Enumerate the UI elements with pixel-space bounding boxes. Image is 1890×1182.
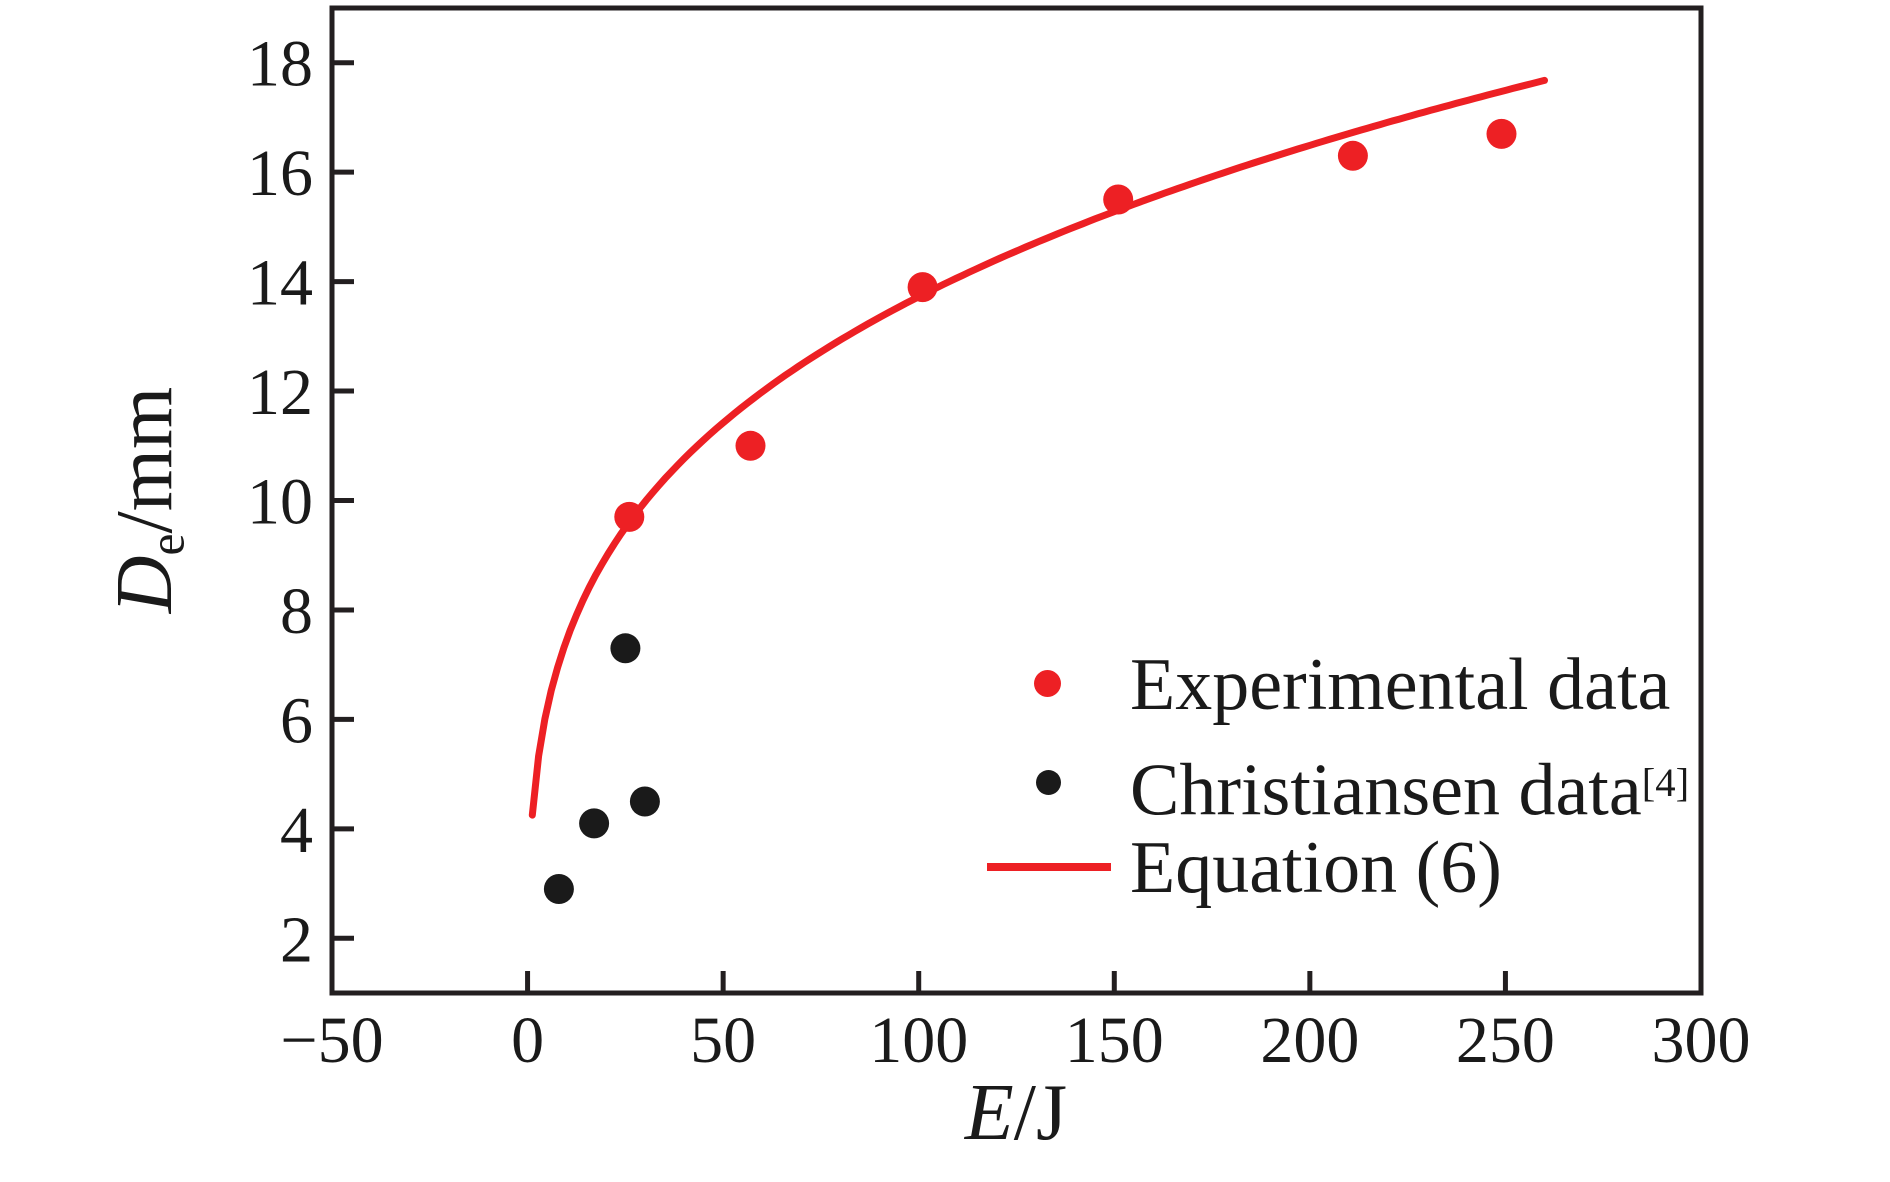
x-axis-title-unit: /J	[1013, 1069, 1068, 1157]
legend-marker-experimental-dot	[1034, 670, 1061, 697]
experimental-data-point	[1103, 184, 1134, 215]
legend-marker-christiansen-dot	[1036, 770, 1061, 795]
legend-label-experimental: Experimental data	[1130, 644, 1671, 726]
y-axis-title: De/mm	[100, 250, 194, 750]
legend-marker-equation-line	[987, 863, 1111, 871]
x-axis-title-variable: E	[964, 1069, 1014, 1157]
y-axis-ticks	[332, 60, 354, 941]
y-tick-label: 4	[280, 794, 313, 867]
experimental-data-point	[735, 430, 766, 461]
experimental-data-points	[614, 118, 1517, 532]
experimental-data-point	[614, 501, 645, 532]
christiansen-data-point	[629, 786, 660, 817]
y-tick-label: 16	[247, 137, 313, 210]
y-axis-title-subscript: e	[139, 533, 195, 556]
x-tick-label: 150	[1065, 1004, 1164, 1077]
christiansen-data-points	[543, 633, 660, 904]
y-tick-label: 8	[280, 575, 313, 648]
experimental-data-point	[907, 272, 938, 303]
x-axis-ticks	[329, 971, 1704, 993]
plot-frame	[329, 5, 1704, 996]
y-axis-title-variable: D	[101, 555, 189, 614]
y-tick-label: 6	[280, 684, 313, 757]
x-tick-label: −50	[280, 1004, 383, 1077]
legend-label-christiansen: Christiansen data[4]	[1130, 746, 1689, 827]
christiansen-data-point	[543, 874, 574, 904]
x-tick-label: 100	[869, 1004, 968, 1077]
y-axis-title-unit: /mm	[101, 386, 189, 534]
christiansen-data-point	[579, 808, 610, 839]
y-tick-label: 18	[247, 28, 313, 101]
y-axis-tick-labels: 18 16 14 12 10 8 6 4 2	[247, 28, 313, 977]
y-tick-label: 14	[247, 247, 313, 320]
fit-curve-layer	[528, 76, 1548, 819]
x-tick-label: 50	[690, 1004, 756, 1077]
experimental-data-point	[1486, 118, 1517, 149]
legend-label-christiansen-citation: [4]	[1641, 760, 1690, 805]
christiansen-data-point	[610, 633, 641, 664]
legend-label-christiansen-text: Christiansen data	[1130, 749, 1642, 832]
x-tick-label: 300	[1652, 1004, 1751, 1077]
x-tick-label: 250	[1456, 1004, 1555, 1077]
fit-curve-line	[528, 76, 1548, 819]
legend-label-equation: Equation (6)	[1130, 827, 1502, 909]
experimental-data-point	[1337, 140, 1368, 171]
y-tick-label: 12	[247, 356, 313, 429]
x-axis-tick-labels: −50 0 50 100 150 200 250 300	[280, 1004, 1750, 1077]
y-tick-label: 10	[247, 466, 313, 539]
x-tick-label: 0	[511, 1004, 544, 1077]
y-tick-label: 2	[280, 903, 313, 976]
x-tick-label: 200	[1260, 1004, 1359, 1077]
x-axis-title: E/J	[816, 1068, 1216, 1158]
